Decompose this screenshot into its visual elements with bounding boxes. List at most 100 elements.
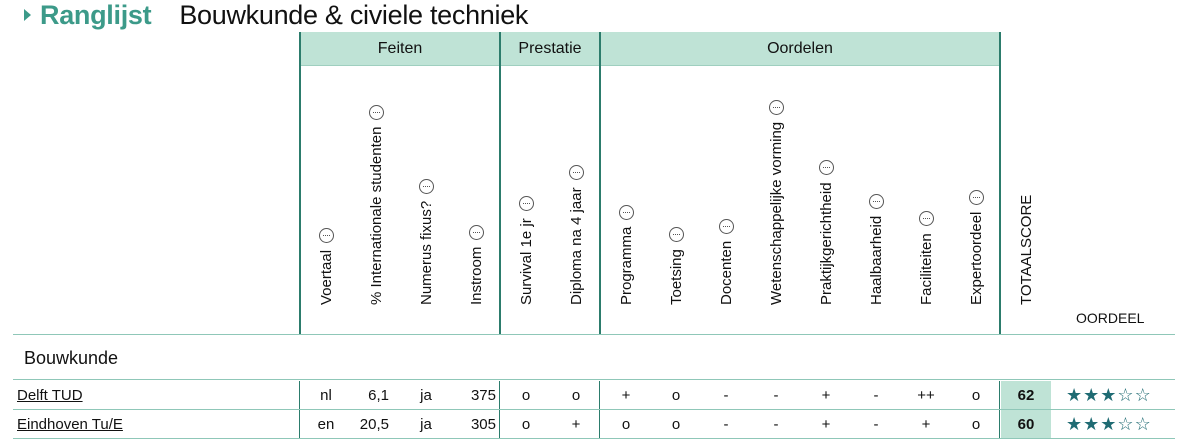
column-header-rotator: Faciliteiten	[918, 211, 935, 305]
column-header-11: Haalbaarheid	[851, 66, 901, 322]
table-cell: nl	[320, 386, 332, 404]
column-header-rotator: Toetsing	[668, 227, 685, 305]
table-cell: -	[873, 386, 879, 404]
row-divider	[999, 410, 1000, 438]
star-filled-icon: ★	[1083, 384, 1101, 405]
column-header-rotator: Programma	[618, 204, 635, 305]
table-cell: 20,5	[359, 415, 389, 433]
totaalscore-cell: 62	[1001, 381, 1051, 409]
breadcrumb-arrow-icon	[24, 9, 31, 21]
info-icon[interactable]	[919, 211, 934, 227]
oordeel-stars: ★ ★ ★ ☆ ☆	[1066, 410, 1152, 438]
info-icon[interactable]	[369, 104, 384, 120]
column-header-6: Programma	[601, 66, 651, 322]
column-header-label: Numerus fixus?	[418, 200, 435, 305]
divider-oordelen-left	[599, 32, 601, 334]
row-divider	[499, 381, 500, 409]
info-icon[interactable]	[319, 227, 334, 243]
table-cell: +	[821, 386, 831, 404]
star-empty-icon: ☆	[1134, 413, 1152, 434]
column-header-rotator: TOTAALSCORE	[1018, 195, 1035, 305]
star-empty-icon: ☆	[1117, 384, 1135, 405]
oordeel-stars: ★ ★ ★ ☆ ☆	[1066, 381, 1152, 409]
breadcrumb-ranglijst[interactable]: Ranglijst	[40, 0, 152, 30]
institution-link[interactable]: Eindhoven Tu/E	[17, 415, 123, 433]
row-divider	[999, 381, 1000, 409]
info-icon[interactable]	[669, 227, 684, 243]
table-row: Eindhoven Tu/E en 20,5 ja 305 o + o o - - + - + o 60 ★ ★ ★…	[13, 410, 1175, 438]
table-cell: ja	[420, 386, 432, 404]
column-header-label: Expertoordeel	[968, 211, 985, 305]
column-header-rotator: Wetenschappelijke vorming	[768, 99, 785, 305]
info-icon[interactable]	[819, 160, 834, 176]
group-oordelen: Oordelen	[601, 32, 999, 66]
table-cell: o	[971, 386, 981, 404]
row-divider	[299, 410, 300, 438]
column-header-rotator: Praktijkgerichtheid	[818, 160, 835, 305]
star-filled-icon: ★	[1083, 413, 1101, 434]
info-icon[interactable]	[569, 165, 584, 181]
title-bar: Ranglijst Bouwkunde & civiele techniek	[24, 0, 528, 30]
table-cell: 375	[470, 386, 496, 404]
info-icon[interactable]	[619, 204, 634, 220]
table-cell: ++	[917, 386, 935, 404]
column-header-rotator: % Internationale studenten	[368, 104, 385, 305]
row-divider	[599, 410, 600, 438]
info-icon[interactable]	[469, 224, 484, 240]
column-header-rotator: Expertoordeel	[968, 189, 985, 305]
section-title: Bouwkunde	[24, 348, 119, 368]
column-header-2: Numerus fixus?	[401, 66, 451, 322]
info-icon[interactable]	[869, 193, 884, 209]
oordeel-header: OORDEEL	[1076, 310, 1145, 326]
column-header-label: Haalbaarheid	[868, 215, 885, 305]
column-header-label: Diploma na 4 jaar	[568, 187, 585, 305]
info-icon[interactable]	[419, 178, 434, 194]
table-cell: -	[773, 415, 779, 433]
table-cell: o	[971, 415, 981, 433]
column-header-rotator: Survival 1e jr	[518, 196, 535, 305]
star-filled-icon: ★	[1100, 384, 1118, 405]
group-feiten-label: Feiten	[377, 39, 423, 57]
column-header-label: TOTAALSCORE	[1018, 194, 1035, 305]
column-header-3: Instroom	[451, 66, 501, 322]
column-header-label: Survival 1e jr	[518, 218, 535, 305]
star-filled-icon: ★	[1066, 413, 1084, 434]
info-icon[interactable]	[969, 189, 984, 205]
table-cell: -	[873, 415, 879, 433]
info-icon[interactable]	[719, 218, 734, 234]
table-cell: +	[621, 386, 631, 404]
column-header-9: Wetenschappelijke vorming	[751, 66, 801, 322]
info-icon[interactable]	[519, 196, 534, 212]
column-header-label: Programma	[618, 226, 635, 305]
column-header-label: Wetenschappelijke vorming	[768, 121, 785, 305]
star-filled-icon: ★	[1100, 413, 1118, 434]
table-cell: 6,1	[368, 386, 389, 404]
group-prestatie: Prestatie	[501, 32, 599, 66]
table-cell: -	[723, 415, 729, 433]
column-header-rotator: Numerus fixus?	[418, 178, 435, 305]
column-header-14: TOTAALSCORE	[1001, 66, 1051, 322]
column-header-1: % Internationale studenten	[351, 66, 401, 322]
table-cell: ja	[420, 415, 432, 433]
column-header-label: Praktijkgerichtheid	[818, 182, 835, 305]
column-header-7: Toetsing	[651, 66, 701, 322]
column-header-4: Survival 1e jr	[501, 66, 551, 322]
column-header-rotator: Voertaal	[318, 227, 335, 305]
table-cell: +	[571, 415, 581, 433]
group-prestatie-label: Prestatie	[518, 39, 582, 57]
column-header-8: Docenten	[701, 66, 751, 322]
column-header-label: Faciliteiten	[918, 233, 935, 305]
totaalscore-cell: 60	[1001, 410, 1051, 438]
divider-prestatie-left	[499, 32, 501, 334]
table-cell: o	[621, 415, 631, 433]
column-header-rotator: Instroom	[468, 224, 485, 305]
table-cell: o	[521, 386, 531, 404]
table-cell: o	[571, 386, 581, 404]
table-cell: -	[773, 386, 779, 404]
institution-link[interactable]: Delft TUD	[17, 386, 83, 404]
table-cell: -	[723, 386, 729, 404]
group-headers: Feiten Prestatie Oordelen	[0, 32, 1188, 66]
info-icon[interactable]	[769, 99, 784, 115]
table-cell: en	[317, 415, 335, 433]
row-divider	[499, 410, 500, 438]
